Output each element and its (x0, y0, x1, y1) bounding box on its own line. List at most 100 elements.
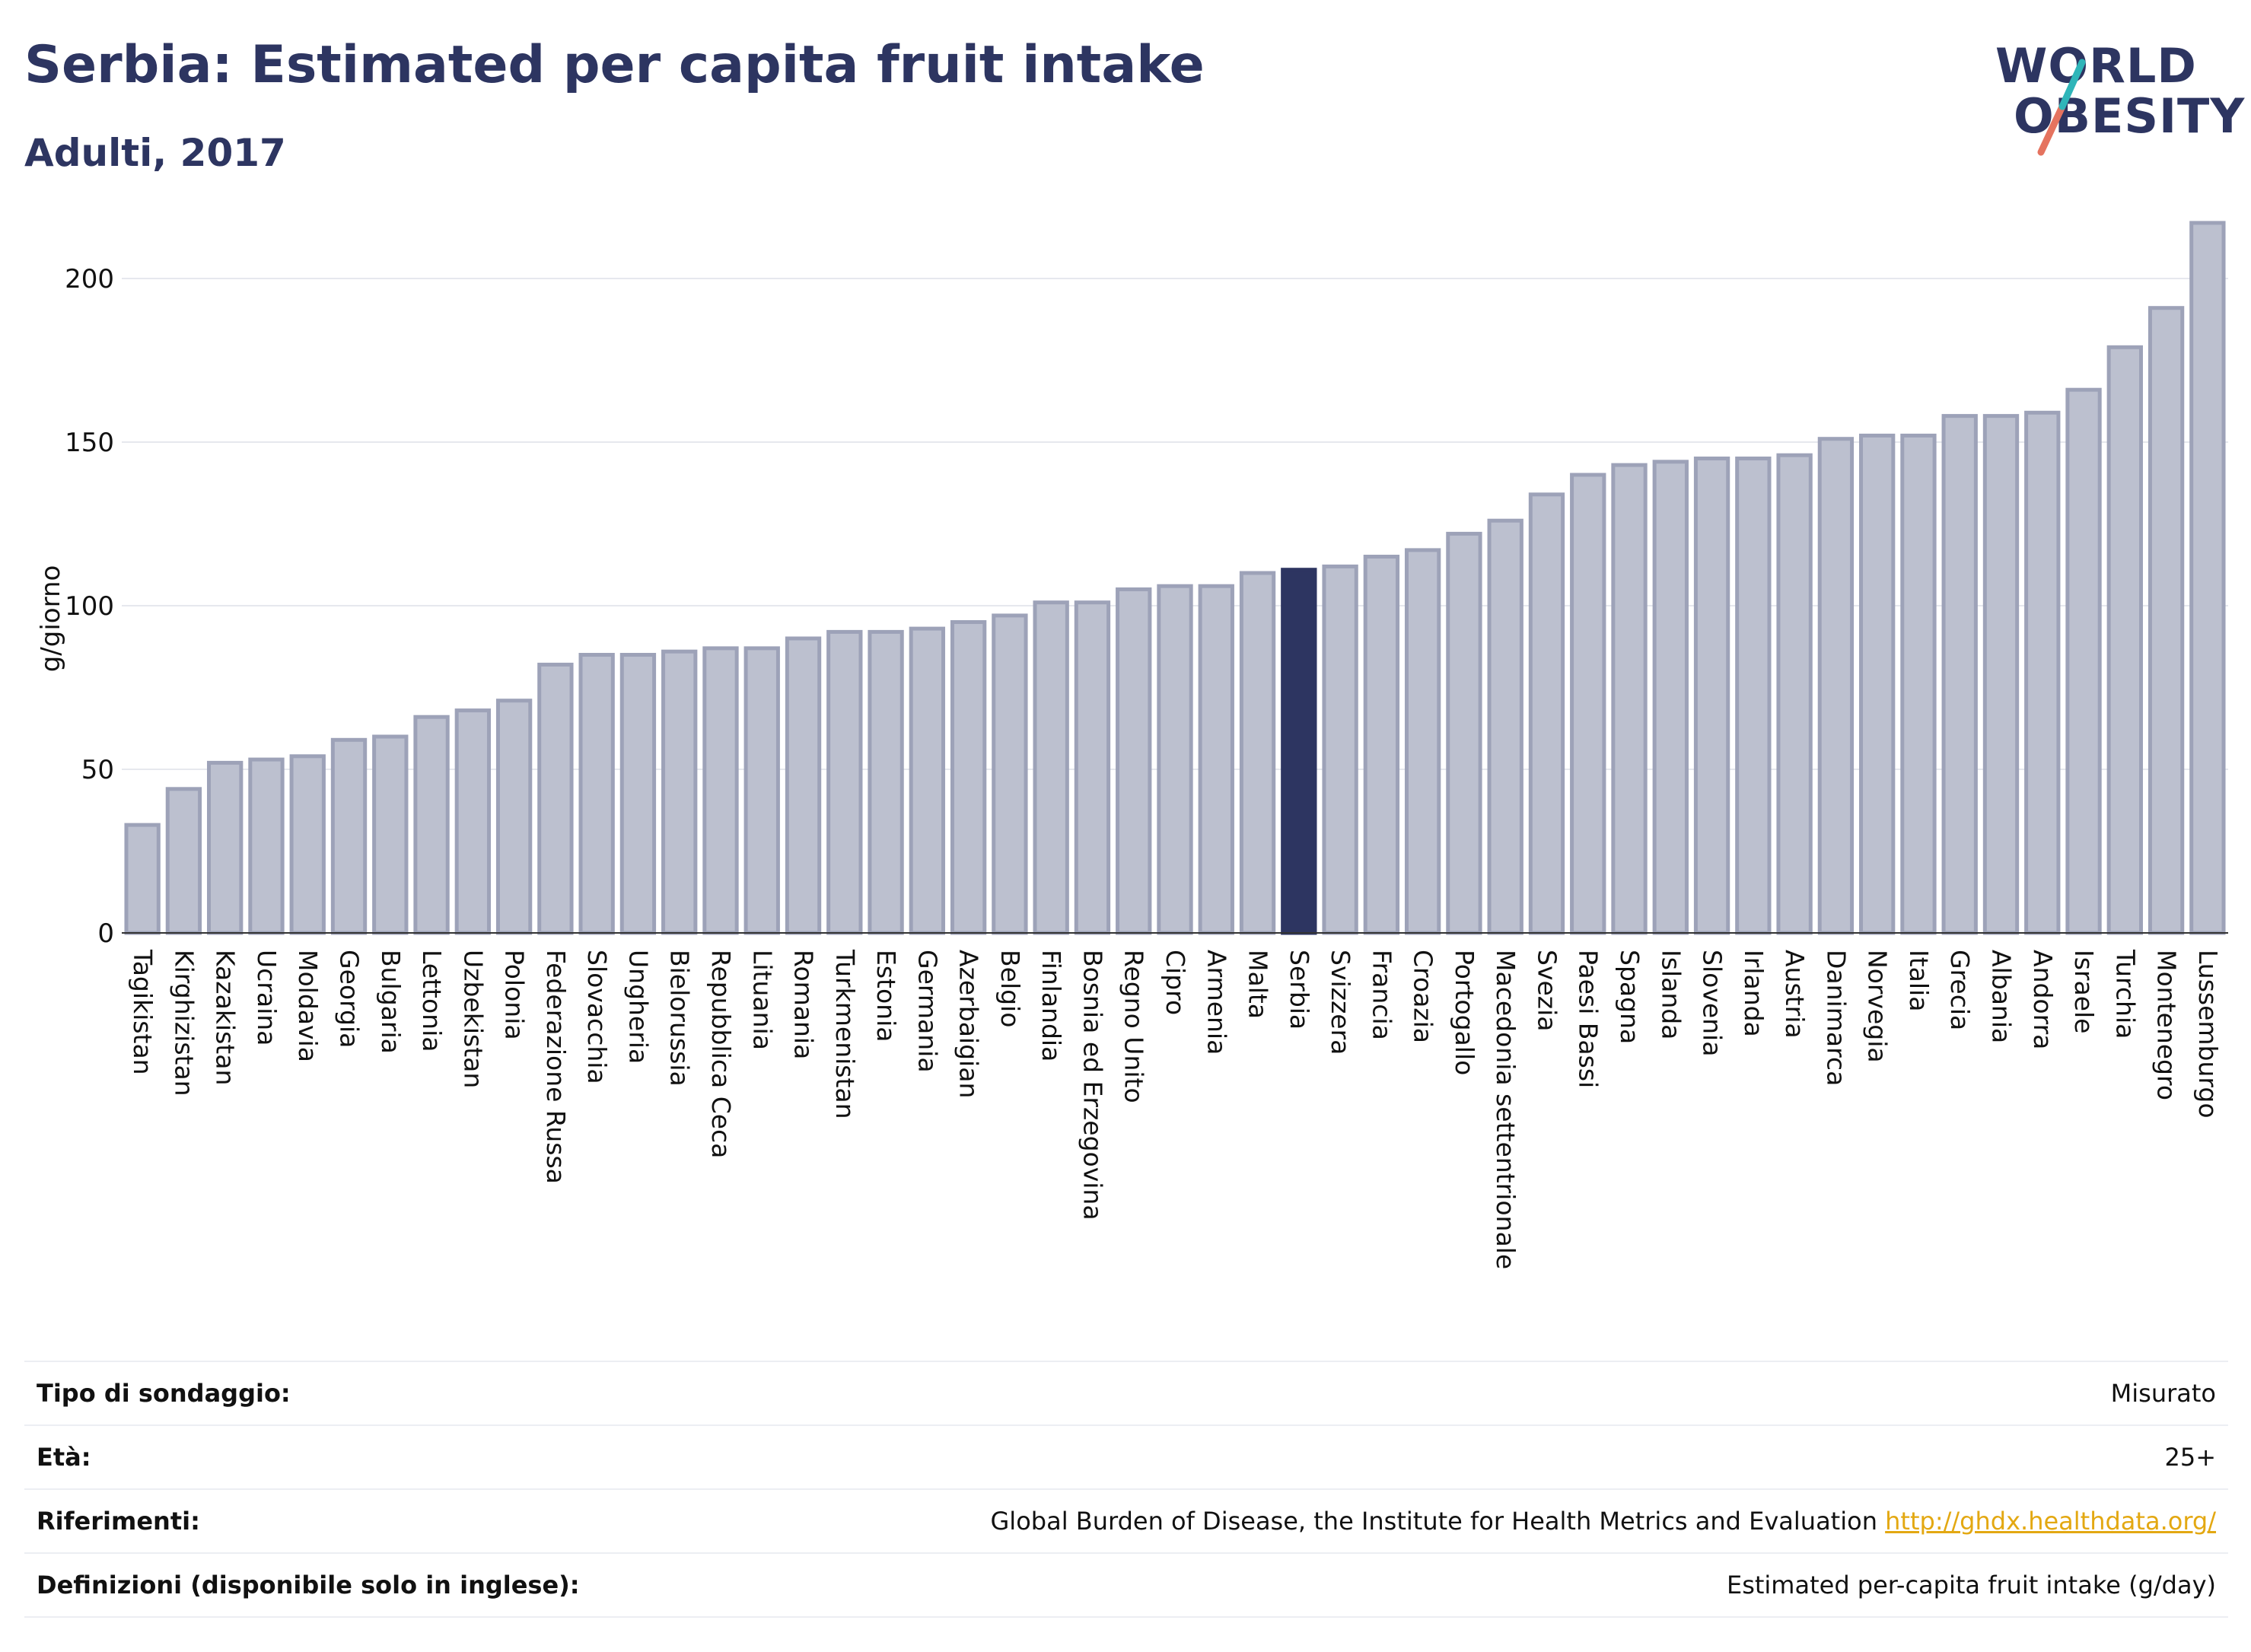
bar-belgio (992, 613, 1028, 935)
bar-italia (1900, 433, 1937, 935)
info-row-age: Età: 25+ (24, 1424, 2228, 1488)
x-tick-label: Belgio (995, 950, 1025, 1027)
x-tick-label: Tagikistan (128, 949, 158, 1075)
bar-uzbekistan (454, 708, 492, 935)
bar-chart: 0 50 100 150 200 Tagikistan Kirghizistan Kazak… (36, 221, 2228, 1269)
bar-danimarca (1817, 437, 1855, 935)
x-tick-label: Turkmenistan (830, 949, 860, 1119)
bar-georgia (330, 737, 368, 935)
x-tick-label: Andorra (2028, 950, 2058, 1049)
x-tick-label: Bielorussia (665, 950, 695, 1087)
world-obesity-logo: WORLD OBESITY (1986, 23, 2244, 160)
y-tick-label: 50 (81, 755, 114, 785)
x-tick-label: Slovacchia (582, 950, 612, 1084)
bar-tagikistan (124, 823, 161, 935)
info-table: Tipo di sondaggio: Misurato Età: 25+ Rif… (24, 1361, 2228, 1618)
x-tick-label: Danimarca (1821, 950, 1851, 1086)
x-tick-label: Norvegia (1863, 950, 1893, 1063)
bar-bulgaria (372, 734, 409, 935)
bar-croazia (1404, 548, 1441, 935)
x-tick-label: Cipro (1161, 950, 1190, 1015)
info-row-definitions: Definizioni (disponibile solo in inglese… (24, 1552, 2228, 1618)
bar-kirghizistan (165, 787, 202, 935)
bar-slovenia (1693, 457, 1730, 935)
x-tick-label: Austria (1780, 950, 1810, 1039)
info-value: Misurato (2110, 1379, 2216, 1408)
x-tick-label: Azerbaigian (954, 950, 984, 1098)
bar-norvegia (1858, 433, 1896, 935)
x-tick-label: Georgia (335, 950, 365, 1048)
y-tick-label: 100 (65, 591, 114, 622)
bar-polonia (495, 699, 533, 935)
x-tick-label: Grecia (1945, 950, 1975, 1030)
info-value: Estimated per-capita fruit intake (g/day… (1726, 1571, 2216, 1599)
x-tick-label: Federazione Russa (541, 950, 571, 1184)
bar-ucraina (248, 757, 285, 935)
bar-spagna (1611, 463, 1648, 935)
bar-bielorussia (661, 649, 698, 935)
bar-regno-unito (1116, 587, 1152, 935)
bar-montenegro (2148, 306, 2185, 935)
bar-lussemburgo (2189, 221, 2226, 935)
bar-armenia (1198, 584, 1234, 935)
y-tick-label: 200 (65, 264, 114, 294)
y-tick-label: 0 (97, 918, 114, 949)
x-tick-label: Regno Unito (1119, 950, 1149, 1103)
bar-germania (909, 626, 946, 935)
x-tick-label: Paesi Bassi (1574, 950, 1603, 1088)
x-tick-label: Albania (1986, 950, 2016, 1043)
x-tick-label: Armenia (1202, 950, 1231, 1055)
x-tick-label: Slovenia (1698, 950, 1727, 1056)
info-label: Tipo di sondaggio: (37, 1379, 291, 1408)
x-tick-label: Macedonia settentrionale (1491, 950, 1520, 1269)
bar-turkmenistan (826, 629, 863, 935)
x-tick-label: Kazakistan (211, 950, 240, 1085)
info-label: Riferimenti: (37, 1507, 200, 1536)
x-axis-labels: Tagikistan Kirghizistan Kazakistan Ucraina M… (128, 949, 2223, 1269)
bar-portogallo (1446, 531, 1482, 935)
x-tick-label: Lituania (747, 950, 777, 1050)
bar-serbia (1281, 568, 1317, 935)
bar-svizzera (1322, 564, 1358, 935)
bar-malta (1239, 571, 1276, 935)
x-tick-label: Estonia (871, 950, 901, 1042)
bar-islanda (1652, 460, 1689, 935)
bar-albania (1982, 414, 2020, 935)
reference-link[interactable]: http://ghdx.healthdata.org/ (1885, 1507, 2216, 1536)
x-tick-label: Croazia (1409, 950, 1438, 1043)
x-tick-label: Italia (1904, 950, 1934, 1011)
bar-grecia (1941, 414, 1978, 935)
y-axis-label: g/giorno (36, 565, 66, 673)
info-value-references: Global Burden of Disease, the Institute … (991, 1507, 2217, 1536)
bar-azerbaigian (950, 620, 987, 935)
chart-subtitle: Adulti, 2017 (24, 131, 286, 175)
bar-israele (2065, 387, 2102, 935)
bar-francia (1363, 555, 1400, 935)
bar-paesi-bassi (1570, 473, 1606, 935)
bar-svezia (1528, 492, 1565, 935)
info-row-survey-type: Tipo di sondaggio: Misurato (24, 1361, 2228, 1424)
x-tick-label: Finlandia (1036, 950, 1066, 1062)
info-label: Età: (37, 1443, 91, 1472)
x-tick-label: Polonia (500, 950, 530, 1040)
x-tick-label: Repubblica Ceca (706, 950, 736, 1158)
bar-cipro (1157, 584, 1193, 935)
bar-kazakistan (207, 760, 244, 935)
logo-word-1: WORLD (1995, 38, 2197, 94)
bar-lettonia (413, 715, 450, 935)
x-tick-label: Svezia (1532, 950, 1562, 1032)
chart-title: Serbia: Estimated per capita fruit intak… (24, 35, 1205, 95)
bar-moldavia (289, 754, 326, 935)
x-tick-label: Serbia (1285, 950, 1314, 1030)
x-tick-label: Ungheria (623, 950, 653, 1064)
bar-macedonia-settentrionale (1487, 518, 1523, 935)
reference-text: Global Burden of Disease, the Institute … (990, 1507, 1877, 1536)
x-tick-label: Uzbekistan (458, 950, 488, 1088)
x-tick-label: Ucraina (252, 950, 282, 1046)
x-tick-label: Spagna (1615, 950, 1644, 1044)
bars (124, 221, 2226, 935)
info-label: Definizioni (disponibile solo in inglese… (37, 1571, 580, 1599)
logo-slash-icon (2037, 59, 2086, 156)
x-tick-label: Malta (1243, 950, 1273, 1019)
x-tick-label: Lussemburgo (2193, 950, 2223, 1119)
